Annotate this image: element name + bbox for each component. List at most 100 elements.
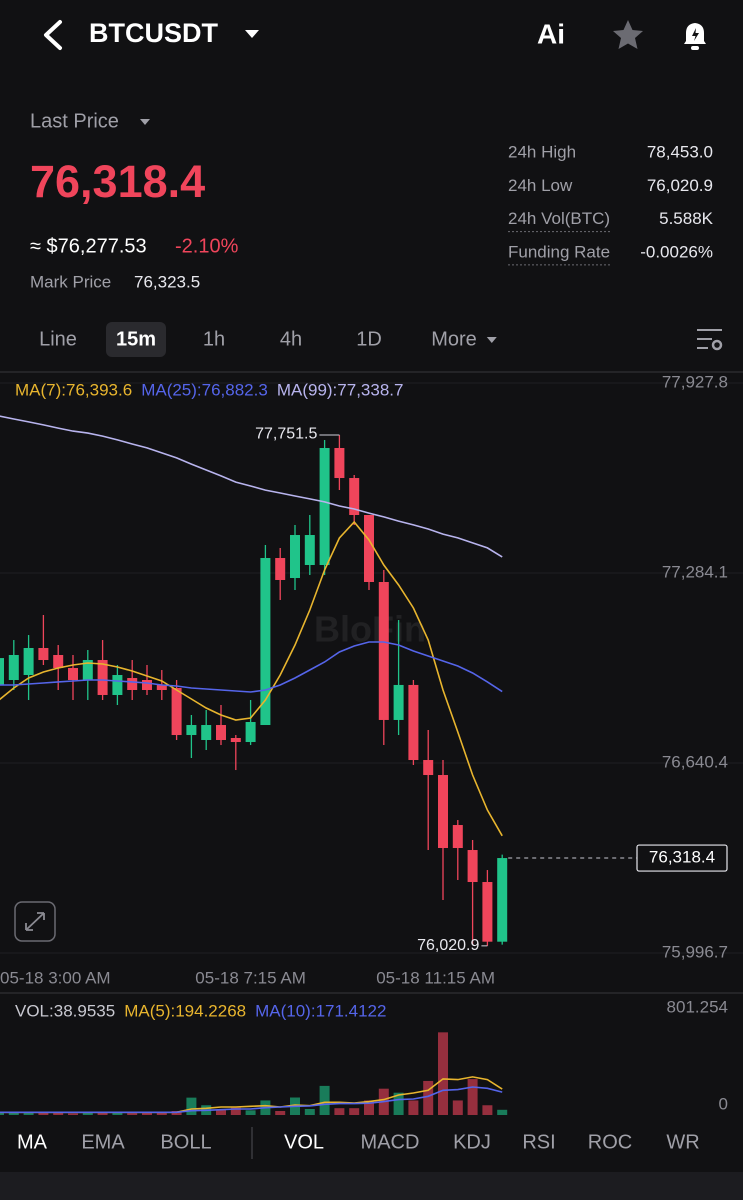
timeframe-tab[interactable]: More [431,328,477,350]
indicator-tab[interactable]: ROC [588,1131,632,1153]
volume-bar [467,1079,478,1115]
indicator-tab[interactable]: MACD [361,1131,420,1153]
timeframe-tab[interactable]: 4h [280,328,302,350]
price-chart: 77,927.8 77,284.1 76,640.4 75,996.7 05-18 3:… [0,372,743,987]
stat-label: 24h High [508,142,576,161]
mark-price-label: Mark Price [30,272,111,291]
indicator-tab[interactable]: WR [666,1131,699,1153]
stat-label: 24h Low [508,176,573,195]
candle-body [290,535,300,579]
symbol-dropdown[interactable] [245,30,259,38]
favorite-button[interactable] [613,20,643,49]
candle-body [8,654,19,680]
last-price-dropdown[interactable] [140,119,150,125]
volume-ma-line [0,1086,503,1114]
candle-body [275,558,286,580]
x-tick-label: 05-18 7:15 AM [195,968,306,987]
timeframe-tab[interactable]: 1D [356,328,382,350]
candle-body [319,447,330,566]
volume-bar [364,1100,374,1115]
candle-body [38,648,49,661]
y-tick-label: 76,640.4 [662,752,728,771]
volume-bar [319,1085,330,1115]
candle-body [230,737,241,743]
icon-gear [711,339,723,351]
indicator-tab[interactable]: KDJ [453,1131,491,1153]
indicator-tab[interactable]: RSI [522,1131,555,1153]
candle-body [452,825,463,849]
indicator-tabs: MA EMA BOLL VOL MACD KDJ RSI ROC WR [17,1131,700,1153]
symbol[interactable]: BTCUSDT [89,18,218,48]
last-price-tag-label: 76,318.4 [649,848,715,867]
volume-bar [216,1109,226,1115]
y-tick-label: 77,927.8 [662,372,728,391]
indicator-tab[interactable]: MA [17,1131,48,1153]
ai-button[interactable]: Ai [537,18,565,49]
stats: 24h High 78,453.0 24h Low 76,020.9 24h Vol(B… [508,142,714,266]
bolt-icon [692,28,699,41]
timeframe-tabs: Line 15m 1h 4h 1D More [39,328,497,350]
volume-bar [393,1092,404,1115]
stat-value: 76,020.9 [647,176,713,195]
chart-settings-button[interactable] [697,329,723,351]
bell-clapper [691,46,699,50]
candle-body [260,558,271,726]
stat-value: 5.588K [659,209,714,228]
candle-body [127,678,138,691]
x-tick-label: 05-18 11:15 AM [376,968,495,987]
ma-line [0,641,503,693]
candle-body [378,582,389,720]
volume-bar [334,1108,345,1115]
expand-frame [14,901,56,942]
candle-body [216,725,226,741]
candle-body [482,882,493,942]
indicator-tab[interactable]: EMA [81,1131,125,1153]
last-price-label[interactable]: Last Price [30,110,119,132]
volume-bar [245,1110,256,1115]
candle-body [0,658,4,685]
stat-label[interactable]: 24h Vol(BTC) [508,209,610,228]
candle-body [349,478,360,515]
expand-button[interactable] [14,901,56,942]
candle-body [245,722,256,743]
candle-body [156,684,167,691]
stat-value: 78,453.0 [647,142,713,161]
indicator-tab[interactable]: VOL [284,1131,324,1153]
ma-line [0,415,503,558]
volume-bar [156,1112,167,1115]
back-button[interactable] [44,20,62,50]
candle-body [334,447,345,479]
volume-legend: VOL:38.9535 [15,1001,115,1020]
volume-bar [68,1113,78,1115]
watermark: BloFin [314,609,426,650]
expand-icon [25,912,45,931]
volume-bar [497,1109,508,1115]
candle-body [23,648,34,676]
volume-bar [304,1108,315,1115]
indicator-tab[interactable]: BOLL [160,1131,211,1153]
ma-legend: MA(25):76,882.3 [141,380,268,399]
timeframe-tab[interactable]: 1h [203,328,225,350]
candle-body [186,725,197,736]
active-tab-background [106,322,166,357]
last-price: 76,318.4 [30,156,205,207]
timeframe-tab[interactable]: Line [39,328,77,350]
alert-button[interactable] [684,23,706,50]
volume-bar [112,1112,123,1115]
y-tick-label: 77,284.1 [662,562,728,581]
volume-bar [423,1080,434,1115]
volume-bar [127,1113,138,1115]
volume-bar [38,1112,49,1115]
candle-body [467,850,478,883]
candle-body [393,684,404,720]
timeframe-tab[interactable]: 15m [116,328,156,350]
stat-value: -0.0026% [640,242,713,261]
last-price-tag [636,844,728,872]
volume-bar [482,1105,493,1115]
more-dropdown[interactable] [486,337,497,343]
stat-label[interactable]: Funding Rate [508,242,610,261]
candle-body [438,775,448,849]
y-tick-label: 75,996.7 [662,942,728,961]
